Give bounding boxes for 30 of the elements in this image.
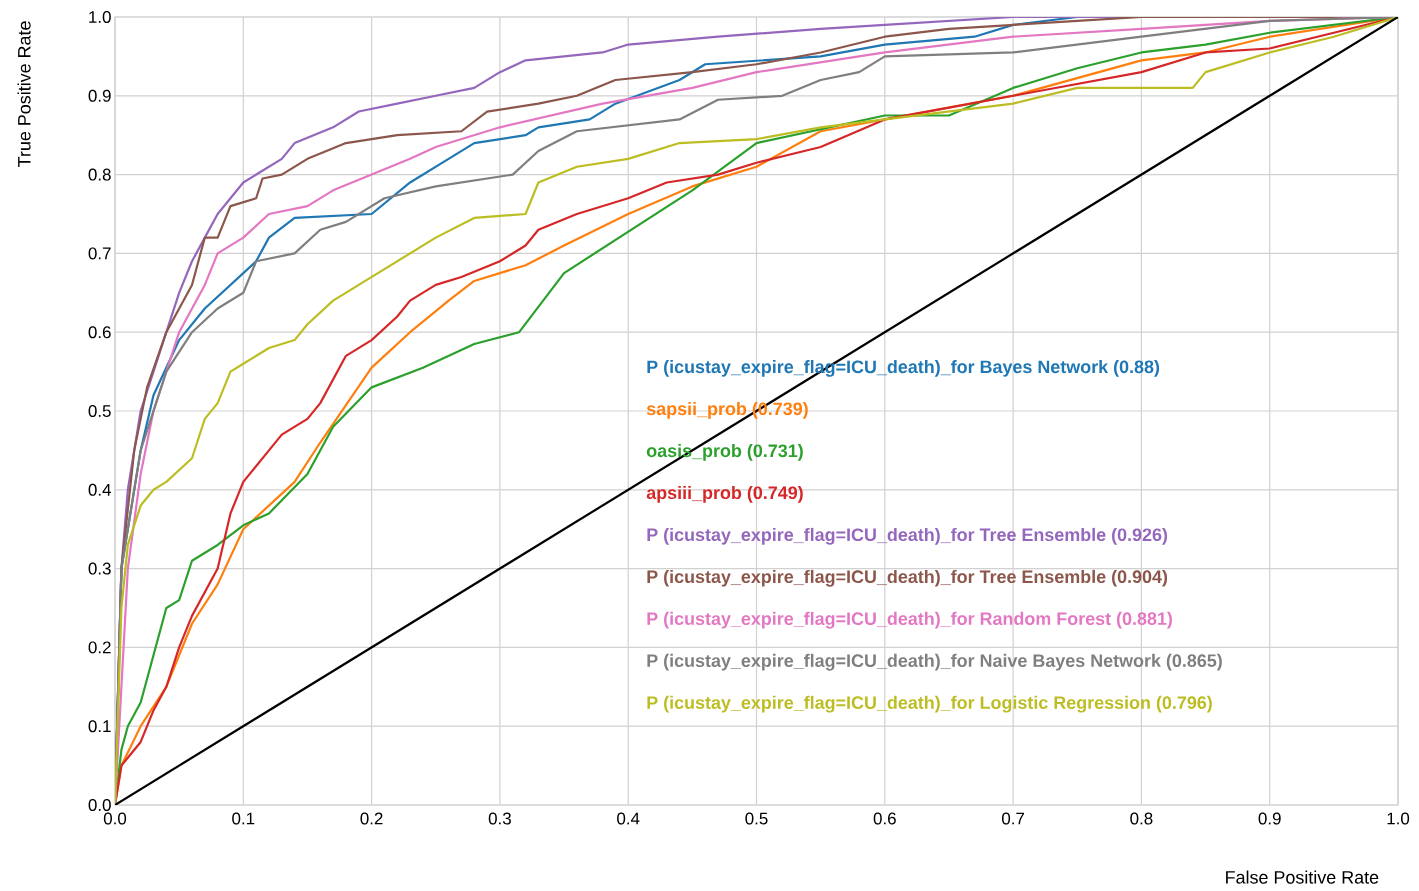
text: apsiii_prob (0.749) [646, 485, 803, 503]
y-tick-label: 1.0 [89, 10, 111, 23]
y-tick-label: 0.4 [88, 483, 111, 496]
x-tick-label: 0.8 [1130, 812, 1153, 825]
y-tick-label: 0.2 [88, 641, 111, 654]
text: P (icustay_expire_flag=ICU_death)_for Tree Ensemble (0.926) [647, 527, 1168, 545]
x-tick-label: 0.0 [103, 812, 127, 825]
text: P (icustay_expire_flag=ICU_death)_for Naive Bayes Network (0.865) [647, 653, 1222, 671]
x-tick-label: 0.2 [360, 812, 383, 825]
x-tick-label: 0.1 [232, 812, 255, 825]
text: P (icustay_expire_flag=ICU_death)_for Logistic Regression (0.796) [647, 695, 1212, 713]
x-tick-label: 0.7 [1001, 812, 1025, 825]
y-tick-label: 0.9 [88, 89, 111, 102]
y-tick-label: 0.6 [88, 326, 111, 339]
text: P (icustay_expire_flag=ICU_death)_for Random Forest (0.881) [647, 611, 1172, 629]
x-tick-label: 0.4 [617, 812, 640, 825]
y-tick-label: 0.5 [88, 405, 111, 417]
y-tick-label: 0.8 [88, 168, 111, 181]
x-tick-label: 0.6 [873, 812, 896, 825]
y-tick-label: 0.1 [88, 720, 111, 733]
x-axis-title: False Positive Rate [1226, 870, 1379, 884]
text: P (icustay_expire_flag=ICU_death)_for Tree Ensemble (0.904) [647, 569, 1168, 587]
x-tick-label: 1.0 [1387, 812, 1410, 825]
y-axis-title: True Positive Rate [17, 21, 31, 167]
y-tick-label: 0.3 [88, 562, 111, 575]
y-tick-label: 0.0 [88, 799, 111, 811]
x-tick-label: 0.9 [1258, 812, 1281, 825]
y-tick-label: 0.7 [88, 247, 111, 260]
x-tick-label: 0.5 [745, 812, 768, 825]
x-tick-label: 0.3 [488, 812, 511, 825]
